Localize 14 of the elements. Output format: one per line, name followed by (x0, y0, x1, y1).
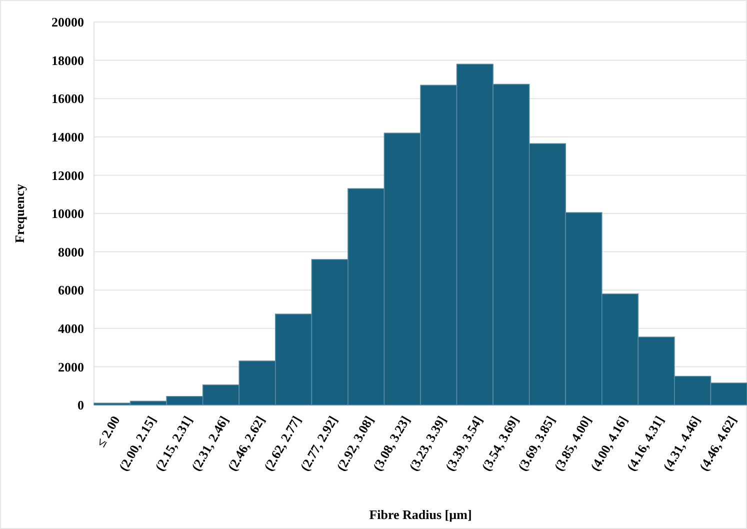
y-tick-label: 4000 (58, 320, 84, 336)
y-tick-label: 8000 (58, 244, 84, 260)
y-tick-label: 14000 (52, 129, 84, 144)
y-axis-title: Frequency (12, 184, 27, 243)
y-tick-label: 18000 (52, 52, 84, 68)
y-tick-label: 20000 (52, 14, 84, 30)
y-tick-label: 16000 (52, 91, 84, 106)
x-axis-title: Fibre Radius [µm] (369, 507, 472, 522)
y-tick-label: 12000 (52, 168, 84, 183)
x-tick-label: ≤ 2.00 (93, 413, 123, 450)
y-tick-label: 2000 (58, 359, 84, 374)
y-tick-label: 10000 (52, 206, 84, 222)
y-tick-label: 6000 (58, 282, 84, 298)
y-tick-label: 0 (78, 398, 84, 413)
